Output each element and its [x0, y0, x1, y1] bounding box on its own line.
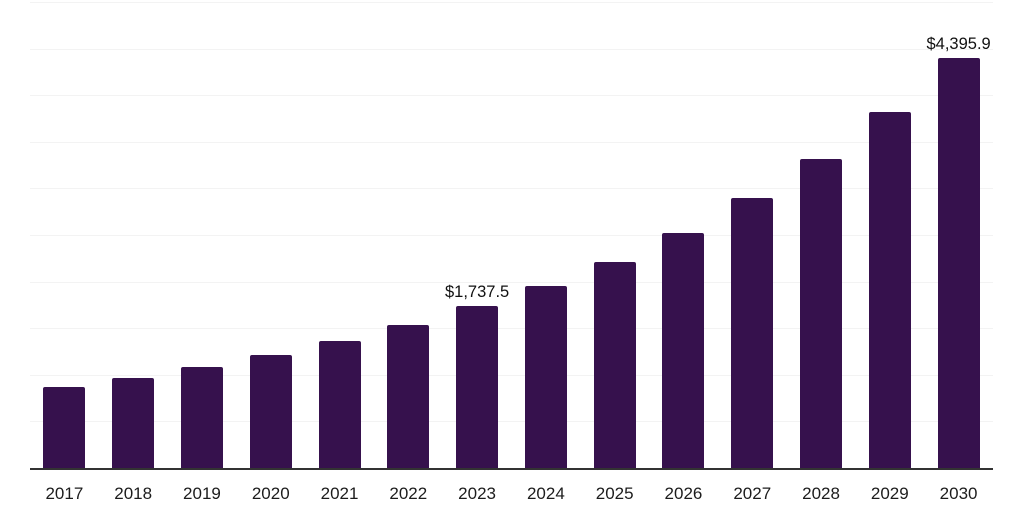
x-tick-label-2025: 2025	[595, 484, 634, 503]
gridline	[30, 2, 993, 3]
x-tick-label-2017: 2017	[45, 484, 84, 503]
bar-2020[interactable]	[249, 354, 292, 468]
bar-2024[interactable]	[524, 285, 567, 468]
x-axis: 2017 2018 2019 2020 2021 2022 2023 2024 2025 2026…	[30, 484, 993, 508]
gridline	[30, 188, 993, 190]
bar-2018[interactable]	[112, 377, 155, 468]
gridline	[30, 374, 993, 376]
gridline	[30, 281, 993, 283]
x-tick-label-2024: 2024	[526, 484, 565, 503]
x-tick-label-2022: 2022	[389, 484, 428, 503]
data-label-2030: $4,395.9	[926, 34, 991, 53]
x-tick-label-2027: 2027	[733, 484, 772, 503]
x-tick-label-2018: 2018	[114, 484, 153, 503]
bar-2026[interactable]	[662, 233, 705, 468]
x-tick-label-2028: 2028	[802, 484, 840, 503]
bar-2023[interactable]	[456, 306, 499, 468]
x-tick-label-2019: 2019	[183, 484, 221, 503]
x-tick-label-2029: 2029	[870, 484, 909, 503]
plot-area: $1,737.5 $4,395.9	[30, 2, 993, 470]
gridline	[30, 328, 993, 330]
gridline	[30, 235, 993, 236]
bar-2019[interactable]	[180, 366, 223, 468]
gridline	[30, 95, 993, 97]
bar-2025[interactable]	[593, 262, 636, 468]
bar-2022[interactable]	[387, 324, 430, 468]
gridline	[30, 421, 993, 423]
x-tick-label-2021: 2021	[320, 484, 359, 503]
x-tick-label-2030: 2030	[939, 484, 978, 503]
x-tick-label-2026: 2026	[664, 484, 703, 503]
bar-2021[interactable]	[318, 341, 361, 468]
bar-2030[interactable]	[937, 58, 980, 468]
bar-2029[interactable]	[868, 111, 911, 468]
gridline	[30, 48, 993, 50]
bar-2027[interactable]	[731, 198, 774, 468]
gridline	[30, 141, 993, 143]
data-label-2023: $1,737.5	[444, 282, 510, 301]
x-tick-label-2020: 2020	[251, 484, 290, 503]
x-tick-label-2023: 2023	[458, 484, 497, 503]
bar-2017[interactable]	[43, 386, 86, 468]
bar-2028[interactable]	[800, 158, 843, 468]
